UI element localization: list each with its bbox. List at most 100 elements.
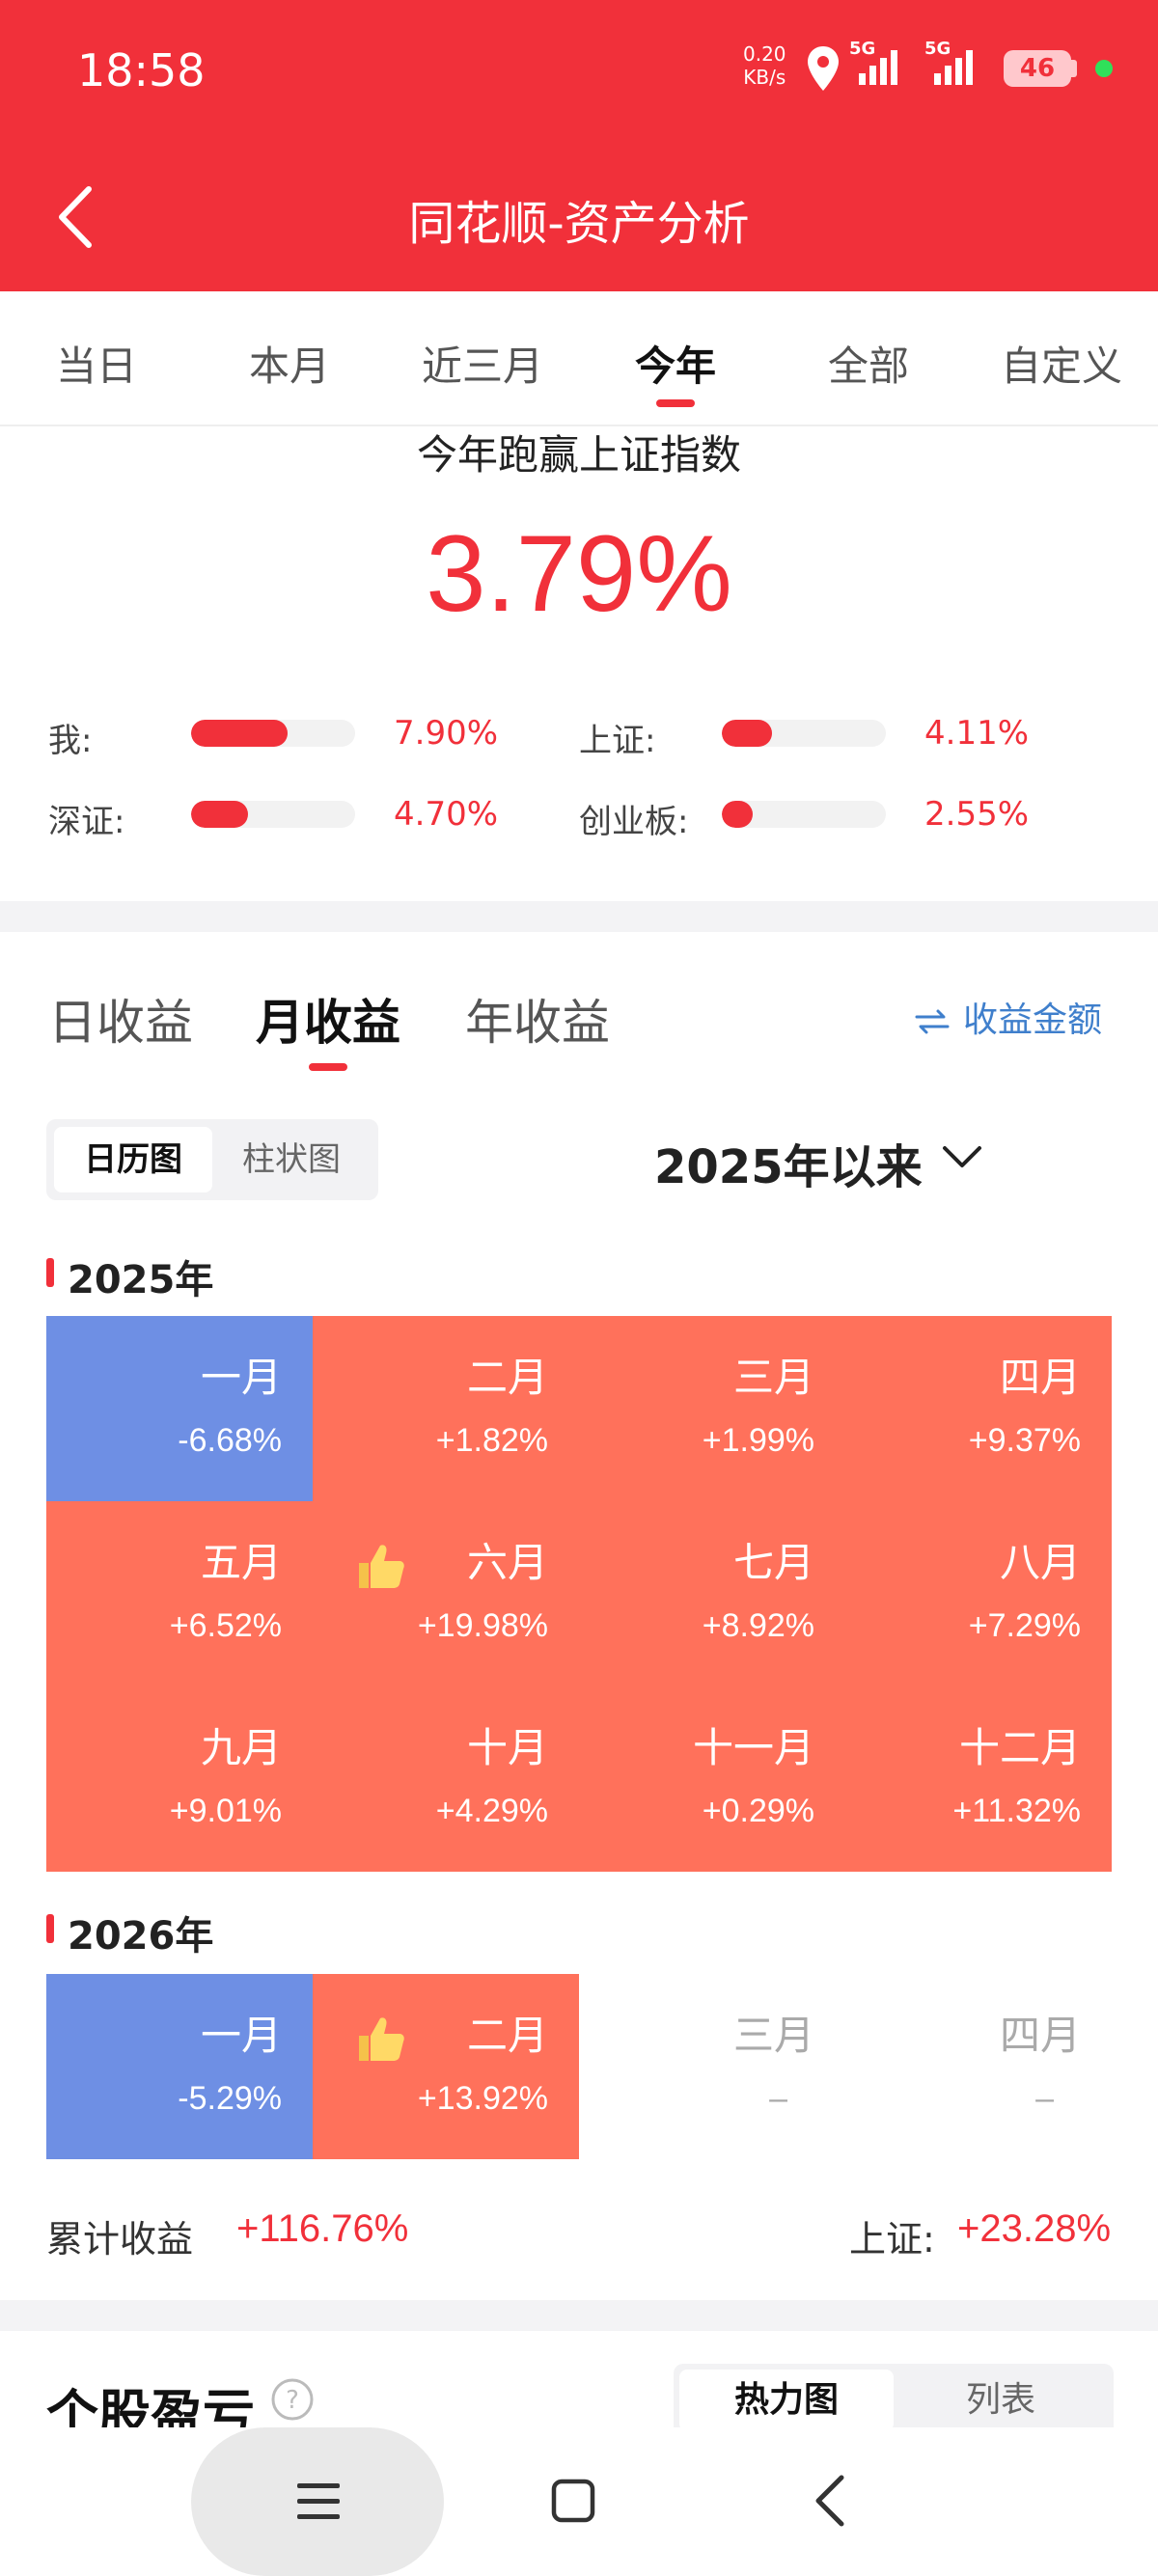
month-return: +19.98% xyxy=(417,1607,548,1644)
title-bar: 同花顺-资产分析 xyxy=(0,145,1158,291)
comparison-value: 7.90% xyxy=(394,714,499,753)
tab-this-year[interactable]: 今年 xyxy=(579,291,772,425)
comparison-value: 4.70% xyxy=(394,795,499,834)
comparison-bar-track xyxy=(191,720,355,747)
month-return: – xyxy=(1035,2080,1054,2117)
comparison-bar-fill xyxy=(722,801,753,828)
earnings-amount-toggle[interactable]: 收益金额 xyxy=(915,992,1102,1042)
month-return: +9.37% xyxy=(968,1422,1081,1459)
section-divider xyxy=(0,2300,1158,2331)
thumbs-up-icon xyxy=(359,2017,404,2061)
comparison-shanghai: 上证: 4.11% xyxy=(579,714,1062,760)
month-name: 八月 xyxy=(999,1539,1081,1586)
comparison-bar-fill xyxy=(191,801,248,828)
tab-monthly-earnings[interactable]: 月收益 xyxy=(256,995,400,1051)
month-return: +1.99% xyxy=(702,1422,814,1459)
comparison-bar-fill xyxy=(191,720,288,747)
range-select[interactable]: 2025年以来 xyxy=(654,1140,923,1194)
battery-cap xyxy=(1071,60,1077,77)
month-return: +1.82% xyxy=(435,1422,548,1459)
month-cell[interactable]: 二月 +1.82% xyxy=(313,1316,579,1501)
calendar-view-button[interactable]: 日历图 xyxy=(54,1127,212,1192)
status-time: 18:58 xyxy=(77,44,206,96)
list-view-button[interactable]: 列表 xyxy=(965,2380,1035,2420)
month-name: 五月 xyxy=(200,1539,282,1586)
beat-index-title: 今年跑赢上证指数 xyxy=(416,431,741,479)
sim2-label: 5G xyxy=(924,39,951,59)
month-name: 九月 xyxy=(200,1724,282,1771)
comparison-mine: 我: 7.90% xyxy=(48,714,511,760)
help-icon[interactable]: ? xyxy=(270,2377,315,2422)
tab-today[interactable]: 当日 xyxy=(55,343,137,390)
comparison-bar-track xyxy=(191,801,355,828)
month-cell[interactable]: 三月 +1.99% xyxy=(579,1316,845,1501)
month-cell[interactable]: 九月 +9.01% xyxy=(46,1686,313,1872)
comparison-bar-fill xyxy=(722,720,772,747)
month-cell[interactable]: 二月 +13.92% xyxy=(313,1974,579,2159)
comparison-shenzhen: 深证: 4.70% xyxy=(48,795,511,841)
chevron-down-icon[interactable] xyxy=(941,1138,983,1177)
stock-view-toggle: 热力图 列表 xyxy=(674,2364,1114,2437)
tab-yearly-earnings[interactable]: 年收益 xyxy=(465,995,610,1051)
month-name: 三月 xyxy=(732,2012,814,2059)
month-return: +4.29% xyxy=(435,1793,548,1829)
tab-this-month[interactable]: 本月 xyxy=(248,343,330,390)
month-cell[interactable]: 七月 +8.92% xyxy=(579,1501,845,1686)
comparison-label: 深证: xyxy=(48,803,125,841)
month-return: – xyxy=(769,2080,787,2117)
month-cell[interactable]: 四月 – xyxy=(845,1974,1112,2159)
month-name: 二月 xyxy=(466,1354,548,1401)
tab-last-three-months[interactable]: 近三月 xyxy=(421,343,543,390)
tab-all[interactable]: 全部 xyxy=(827,343,909,390)
month-name: 二月 xyxy=(466,2012,548,2059)
month-cell[interactable]: 十一月 +0.29% xyxy=(579,1686,845,1872)
heatmap-view-button[interactable]: 热力图 xyxy=(679,2370,894,2431)
comparison-chinext: 创业板: 2.55% xyxy=(579,795,1062,841)
month-name: 十月 xyxy=(466,1724,548,1771)
month-cell[interactable]: 一月 -5.29% xyxy=(46,1974,313,2159)
swap-icon xyxy=(915,1009,950,1034)
section-divider xyxy=(0,901,1158,932)
tab-custom[interactable]: 自定义 xyxy=(1000,343,1122,390)
nav-back-icon[interactable] xyxy=(811,2472,849,2530)
signal-sim1-icon: 5G xyxy=(849,39,919,89)
bar-view-button[interactable]: 柱状图 xyxy=(242,1140,341,1179)
menu-icon[interactable] xyxy=(295,2480,342,2524)
month-cell[interactable]: 十二月 +11.32% xyxy=(845,1686,1112,1872)
month-name: 七月 xyxy=(732,1539,814,1586)
back-arrow-icon[interactable] xyxy=(50,183,104,251)
home-square-icon[interactable] xyxy=(551,2478,595,2524)
month-cell[interactable]: 一月 -6.68% xyxy=(46,1316,313,1501)
system-nav-bar xyxy=(0,2427,1158,2576)
battery-level: 46 xyxy=(1019,54,1056,83)
month-cell[interactable]: 六月 +19.98% xyxy=(313,1501,579,1686)
status-bar: 18:58 0.20 KB/s 5G 5G 46 xyxy=(0,0,1158,145)
month-cell[interactable]: 四月 +9.37% xyxy=(845,1316,1112,1501)
month-name: 一月 xyxy=(200,1354,282,1401)
svg-text:?: ? xyxy=(286,2386,299,2415)
period-tabs: 当日 本月 近三月 今年 全部 自定义 xyxy=(0,291,1158,426)
month-return: +8.92% xyxy=(702,1607,814,1644)
comparison-label: 上证: xyxy=(579,722,656,760)
comparison-label: 创业板: xyxy=(579,803,689,841)
year-label-2026: 2026年 xyxy=(46,1905,213,1960)
month-name: 三月 xyxy=(732,1354,814,1401)
month-name: 四月 xyxy=(999,1354,1081,1401)
network-speed-value: 0.20 xyxy=(743,42,786,66)
view-toggle: 日历图 柱状图 xyxy=(46,1119,378,1200)
month-cell[interactable]: 八月 +7.29% xyxy=(845,1501,1112,1686)
month-cell[interactable]: 十月 +4.29% xyxy=(313,1686,579,1872)
comparison-label: 我: xyxy=(48,722,93,760)
tab-daily-earnings[interactable]: 日收益 xyxy=(48,995,193,1051)
beat-index-value: 3.79% xyxy=(426,513,732,634)
sim1-label: 5G xyxy=(849,39,876,59)
active-tab-indicator xyxy=(309,1063,347,1071)
month-cell[interactable]: 三月 – xyxy=(579,1974,845,2159)
cumulative-return-value: +116.76% xyxy=(236,2207,409,2250)
month-cell[interactable]: 五月 +6.52% xyxy=(46,1501,313,1686)
month-name: 一月 xyxy=(200,2012,282,2059)
privacy-indicator-dot xyxy=(1095,60,1113,77)
month-return: -6.68% xyxy=(178,1422,282,1459)
comparison-bar-track xyxy=(722,720,886,747)
earnings-amount-label: 收益金额 xyxy=(963,1000,1103,1040)
